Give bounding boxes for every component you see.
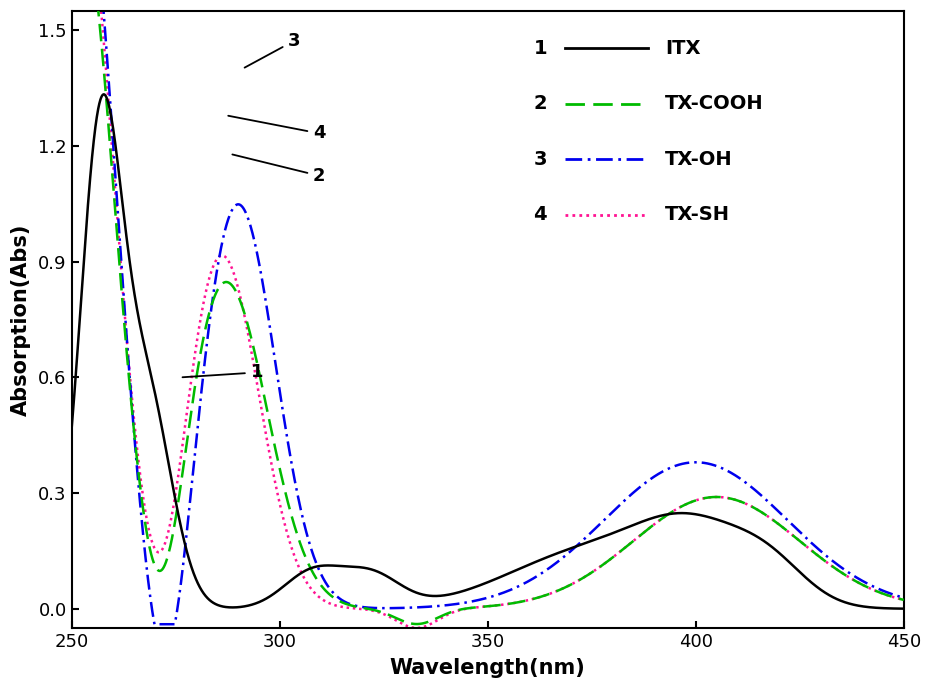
Text: ITX: ITX [665,39,701,58]
Text: 1: 1 [183,363,263,382]
Text: TX-SH: TX-SH [665,205,730,224]
Text: 1: 1 [533,39,547,58]
Text: 2: 2 [232,154,325,185]
Text: TX-OH: TX-OH [665,150,733,169]
Text: 3: 3 [244,32,300,68]
Y-axis label: Absorption(Abs): Absorption(Abs) [11,223,31,415]
Text: 3: 3 [533,150,547,169]
Text: 4: 4 [533,205,547,224]
Text: TX-COOH: TX-COOH [665,94,763,113]
X-axis label: Wavelength(nm): Wavelength(nm) [390,658,585,678]
Text: 4: 4 [228,116,325,143]
Text: 2: 2 [533,94,547,113]
